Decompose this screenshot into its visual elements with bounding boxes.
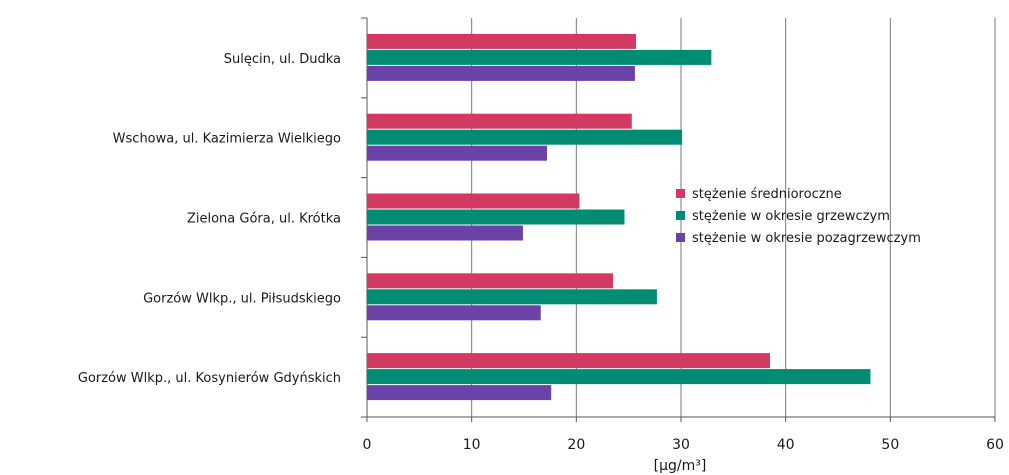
x-tick-label: 0: [363, 437, 372, 453]
bar: [367, 305, 541, 321]
legend-swatch: [676, 211, 685, 220]
legend-label: stężenie w okresie grzewczym: [692, 209, 890, 224]
bar: [367, 113, 632, 129]
x-tick-label: 10: [463, 437, 481, 453]
bar: [367, 369, 871, 385]
x-tick-label: 60: [986, 437, 1004, 453]
x-tick-label: 20: [567, 437, 585, 453]
bar: [367, 353, 770, 369]
legend-swatch: [676, 233, 685, 242]
bar: [367, 65, 635, 81]
category-label: Zielona Góra, ul. Krótka: [187, 212, 341, 227]
category-label: Gorzów Wlkp., ul. Piłsudskiego: [143, 291, 341, 306]
x-tick-label: 50: [881, 437, 899, 453]
bar: [367, 145, 548, 161]
bar: [367, 225, 523, 241]
bar: [367, 193, 580, 209]
legend-swatch: [676, 189, 685, 198]
x-tick-label: 40: [777, 437, 795, 453]
legend-label: stężenie średnioroczne: [692, 187, 842, 202]
bar: [367, 33, 636, 49]
category-label: Wschowa, ul. Kazimierza Wielkiego: [113, 132, 341, 147]
x-tick-label: 30: [672, 437, 690, 453]
bar: [367, 273, 613, 289]
category-label: Gorzów Wlkp., ul. Kosynierów Gdyńskich: [78, 371, 341, 386]
bar: [367, 209, 625, 225]
category-label: Sulęcin, ul. Dudka: [224, 52, 341, 67]
legend-label: stężenie w okresie pozagrzewczym: [692, 231, 921, 246]
bar: [367, 289, 657, 305]
bar: [367, 385, 552, 401]
x-axis-label: [µg/m³]: [654, 458, 707, 474]
bar: [367, 129, 683, 145]
bar: [367, 49, 712, 65]
